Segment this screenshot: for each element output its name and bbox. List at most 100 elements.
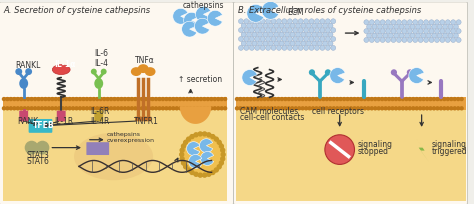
Text: STAT6: STAT6 [27,157,50,166]
Circle shape [317,32,322,37]
Circle shape [407,38,412,42]
Circle shape [196,98,199,101]
Circle shape [448,24,453,29]
Circle shape [349,98,353,101]
Circle shape [413,29,418,34]
Circle shape [2,98,5,101]
FancyBboxPatch shape [28,119,52,133]
Circle shape [44,107,47,110]
Circle shape [85,98,88,101]
Circle shape [273,98,276,101]
Circle shape [402,38,407,42]
Circle shape [20,107,23,110]
Circle shape [252,23,257,28]
Circle shape [72,107,74,110]
Circle shape [100,69,107,74]
Circle shape [55,98,57,101]
Circle shape [172,107,175,110]
Ellipse shape [74,133,153,180]
Circle shape [305,107,308,110]
Wedge shape [194,18,210,34]
Circle shape [244,19,249,24]
Circle shape [91,69,97,74]
Circle shape [6,98,9,101]
Circle shape [238,37,244,41]
Circle shape [432,24,437,29]
Circle shape [456,29,461,34]
Circle shape [257,41,263,46]
Circle shape [134,107,137,110]
Circle shape [162,107,164,110]
Circle shape [290,41,295,46]
Circle shape [202,132,207,136]
Text: RANK: RANK [17,117,38,126]
Circle shape [244,45,249,50]
Circle shape [322,107,325,110]
Circle shape [405,24,410,29]
Circle shape [422,98,425,101]
Circle shape [249,98,252,101]
Circle shape [325,19,330,24]
Circle shape [353,98,356,101]
Circle shape [402,29,407,34]
Circle shape [260,45,265,50]
Ellipse shape [138,64,149,73]
Circle shape [217,165,221,169]
Circle shape [298,19,303,24]
Circle shape [309,19,314,24]
Circle shape [6,107,9,110]
Circle shape [291,98,294,101]
Circle shape [287,28,292,33]
Circle shape [282,37,287,41]
Circle shape [113,107,116,110]
Circle shape [246,32,252,37]
Circle shape [385,29,391,34]
Circle shape [422,107,425,110]
Circle shape [419,98,422,101]
Circle shape [426,98,428,101]
Circle shape [61,107,64,110]
Circle shape [23,98,26,101]
Circle shape [239,107,242,110]
Ellipse shape [52,65,70,74]
Circle shape [47,107,50,110]
Circle shape [23,107,26,110]
Circle shape [89,107,92,110]
Circle shape [294,107,297,110]
Text: cell-cell contacts: cell-cell contacts [240,113,304,122]
Circle shape [249,107,252,110]
Circle shape [306,32,311,37]
Circle shape [271,28,276,33]
Circle shape [168,107,171,110]
Circle shape [37,98,40,101]
Circle shape [309,28,314,33]
Circle shape [221,148,225,152]
Circle shape [391,29,396,34]
Circle shape [265,37,271,41]
Circle shape [295,41,301,46]
Circle shape [249,28,254,33]
Circle shape [456,98,460,101]
Circle shape [281,98,283,101]
Circle shape [255,37,260,41]
Wedge shape [207,10,222,26]
Circle shape [103,107,106,110]
Circle shape [375,38,380,42]
Circle shape [51,107,54,110]
Circle shape [271,45,276,50]
Circle shape [287,45,292,50]
Circle shape [399,24,404,29]
Circle shape [317,23,322,28]
Circle shape [279,23,284,28]
Circle shape [40,107,44,110]
Bar [236,110,466,201]
Circle shape [144,98,147,101]
Circle shape [364,29,369,34]
Circle shape [190,171,194,174]
Circle shape [451,20,456,25]
Circle shape [127,98,130,101]
Circle shape [55,107,57,110]
Circle shape [284,23,290,28]
Circle shape [260,19,265,24]
Circle shape [451,29,456,34]
